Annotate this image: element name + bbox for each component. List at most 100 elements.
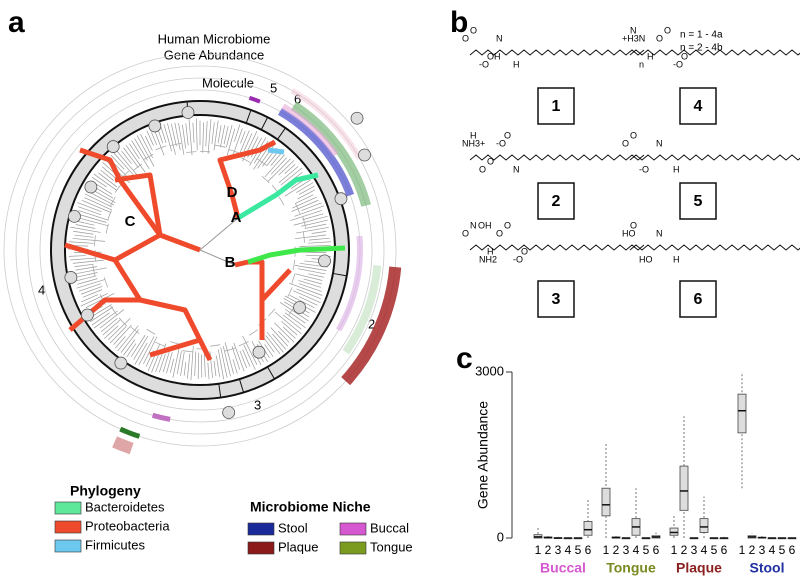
atom-label: HO (622, 228, 636, 238)
tree-branch (123, 339, 136, 356)
atom-label: H (487, 246, 494, 256)
y-tick-label: 0 (497, 529, 504, 544)
atom-label: N (496, 33, 503, 43)
tree-branch (224, 342, 234, 374)
x-tick-label: 1 (671, 543, 678, 557)
ring-number: 5 (270, 80, 277, 95)
legend-swatch (54, 501, 82, 515)
tree-branch (166, 351, 173, 374)
tree-branch (291, 273, 296, 284)
heat-band (277, 107, 355, 197)
note: n = 2 - 4b (680, 43, 723, 54)
group-label: Stool (750, 560, 785, 576)
tree-branch (185, 123, 189, 146)
clade-branch (247, 245, 346, 265)
tree-branch (115, 336, 126, 349)
atom-label: H (470, 130, 477, 140)
tree-branch (308, 237, 330, 241)
clade-branch (234, 259, 265, 340)
tree-branch (284, 164, 296, 174)
atom-label: -O (496, 138, 506, 148)
legend-title: Microbiome Niche (250, 499, 371, 515)
tree-branch (274, 311, 302, 335)
heat-band (290, 101, 371, 207)
tree-branch (170, 123, 177, 147)
tree-branch (296, 182, 314, 193)
tree-branch (84, 193, 113, 208)
tree-branch (232, 359, 238, 374)
tip-node (114, 356, 128, 370)
number-box (537, 87, 575, 125)
atom-label: -O (513, 254, 523, 264)
tree-branch (102, 319, 121, 336)
tree-branch (134, 138, 148, 161)
heat-band (281, 103, 339, 157)
tree-branch (134, 342, 148, 365)
tree-branch (217, 125, 222, 144)
tree-branch (243, 344, 256, 370)
atom-label: O (496, 228, 503, 238)
x-tick-label: 3 (691, 543, 698, 557)
tree-branch (284, 312, 307, 329)
guide-ring (15, 65, 385, 435)
tree-branch (202, 122, 204, 153)
tree-branch (78, 283, 102, 292)
atom-label: O (462, 33, 469, 43)
ring-divider (245, 109, 252, 124)
legend-label: Bacteroidetes (85, 499, 165, 514)
x-tick-label: 5 (779, 543, 786, 557)
tree-branch (121, 150, 132, 164)
guide-ring (27, 77, 373, 423)
tip-node (68, 209, 81, 223)
tree-branch (293, 290, 321, 303)
tree-branch (70, 226, 101, 233)
heat-band (341, 266, 402, 386)
tree-branch (180, 351, 185, 376)
atom-label: -O (673, 59, 683, 69)
tree-branch (140, 134, 153, 159)
tree-branch (298, 283, 322, 292)
ring-number: 2 (368, 316, 375, 331)
tip-node (181, 106, 195, 119)
tree-branch (234, 124, 241, 142)
tip-node (222, 406, 236, 419)
tree-branch (81, 294, 99, 303)
tip-node (334, 192, 348, 206)
legend-swatch (339, 541, 367, 555)
tip-node (106, 140, 120, 153)
tree-branch (194, 351, 197, 377)
tree-branch (104, 325, 119, 339)
legend-phylogeny: Phylogeny (70, 483, 141, 499)
tree-branch (116, 151, 138, 176)
tree-branch (68, 255, 86, 257)
atom-label: H (673, 254, 680, 264)
x-tick-label: 1 (739, 543, 746, 557)
tree-branch (266, 331, 284, 353)
atom-label: O (622, 138, 629, 148)
tree-branch (158, 353, 166, 373)
panel-label: b (450, 6, 468, 39)
atom-label: n (639, 59, 644, 69)
ring-number: 4 (38, 282, 45, 297)
ring-number: 3 (254, 397, 261, 412)
atom-label: HO (639, 254, 653, 264)
tree-branch (217, 349, 225, 380)
structure-number: 3 (552, 291, 561, 308)
bond (629, 154, 800, 161)
tree-branch (143, 336, 158, 365)
tree-branch (225, 347, 236, 352)
tree-branch (302, 231, 305, 243)
tree-branch (130, 335, 146, 357)
group-label: Tongue (606, 560, 656, 576)
clade-branch (139, 297, 203, 358)
panel-label: a (8, 6, 25, 39)
atom-label: O (664, 25, 671, 35)
atom-label: O (479, 164, 486, 174)
tree-branch (133, 163, 143, 171)
tree-branch (80, 293, 108, 307)
tree-branch (100, 318, 118, 333)
tree-branch (295, 273, 323, 281)
atom-label: +H3N (622, 33, 645, 43)
x-tick-label: 6 (585, 543, 592, 557)
